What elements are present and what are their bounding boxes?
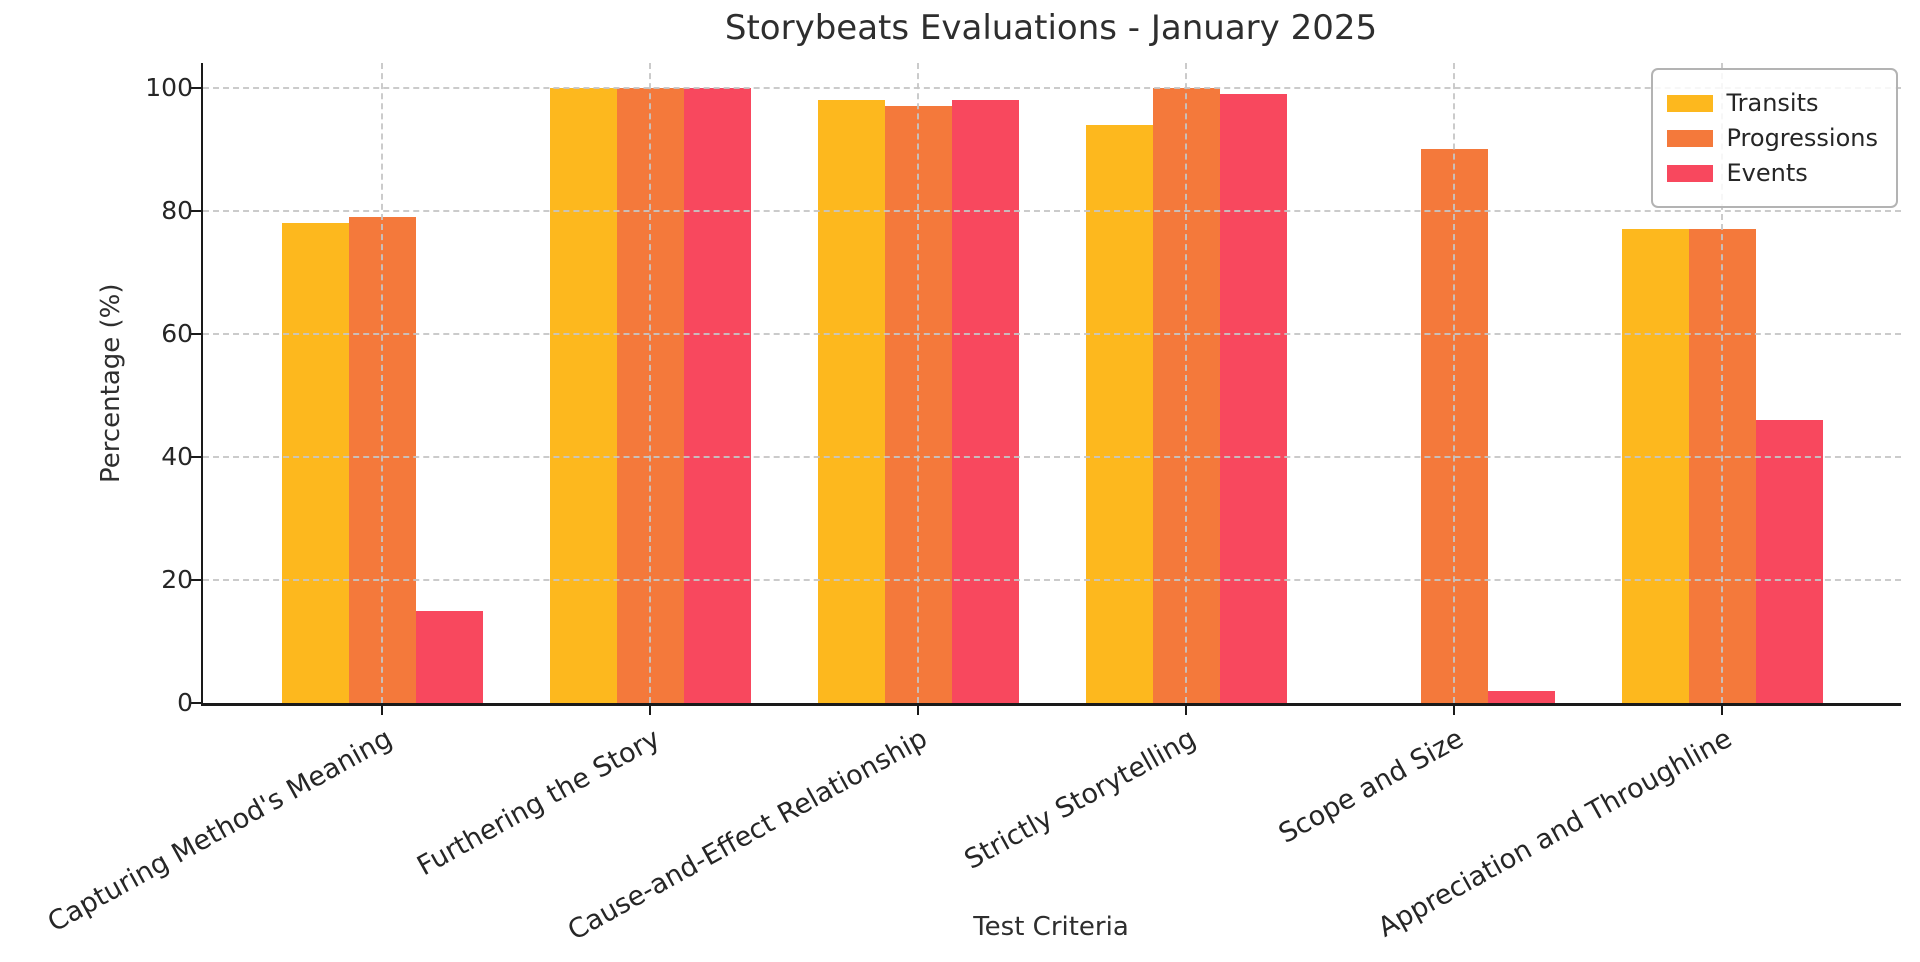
h-gridline-40 [203, 455, 1901, 458]
x-tick-mark-5 [1721, 706, 1723, 715]
h-gridline-60 [203, 332, 1901, 335]
legend-label-progressions: Progressions [1726, 124, 1879, 152]
h-gridline-100 [203, 86, 1901, 89]
x-tick-label-3: Strictly Storytelling [959, 723, 1202, 876]
bar-transits-1 [549, 87, 617, 703]
v-gridline-3 [1185, 63, 1187, 703]
legend-label-transits: Transits [1726, 89, 1819, 117]
x-tick-mark-1 [649, 706, 651, 715]
legend-swatch-events [1666, 164, 1713, 182]
x-tick-label-1: Furthering the Story [411, 723, 666, 883]
bar-events-0 [415, 610, 483, 703]
v-gridline-2 [917, 63, 919, 703]
x-tick-mark-3 [1185, 706, 1187, 715]
x-tick-label-5: Appreciation and Throughline [1372, 723, 1738, 944]
x-tick-mark-4 [1453, 706, 1455, 715]
x-axis-label: Test Criteria [973, 912, 1129, 942]
plot-area [201, 63, 1901, 706]
v-gridline-0 [381, 63, 383, 703]
bar-events-4 [1487, 690, 1555, 703]
legend: Transits Progressions Events [1650, 68, 1898, 208]
x-tick-mark-2 [917, 706, 919, 715]
legend-row-transits: Transits [1666, 89, 1879, 117]
v-gridline-1 [649, 63, 651, 703]
y-axis-label: Percentage (%) [96, 283, 126, 483]
legend-swatch-progressions [1666, 129, 1713, 147]
bar-events-1 [683, 87, 751, 703]
x-tick-label-0: Capturing Method's Meaning [42, 723, 398, 939]
x-tick-mark-0 [381, 706, 383, 715]
y-tick-mark-100 [191, 86, 201, 89]
legend-label-events: Events [1726, 159, 1808, 187]
bar-events-3 [1219, 93, 1287, 703]
v-gridline-5 [1721, 63, 1723, 703]
v-gridline-4 [1453, 63, 1455, 703]
legend-swatch-transits [1666, 94, 1713, 112]
bar-transits-3 [1085, 124, 1153, 703]
y-tick-mark-0 [191, 702, 201, 704]
y-tick-mark-80 [191, 209, 201, 212]
x-tick-label-4: Scope and Size [1274, 723, 1470, 850]
y-tick-mark-20 [191, 578, 201, 581]
h-gridline-80 [203, 209, 1901, 212]
legend-row-events: Events [1666, 159, 1879, 187]
legend-row-progressions: Progressions [1666, 124, 1879, 152]
y-tick-mark-40 [191, 455, 201, 458]
y-tick-mark-60 [191, 332, 201, 335]
bar-events-2 [951, 99, 1019, 703]
chart-title: Storybeats Evaluations - January 2025 [724, 8, 1378, 48]
bar-transits-0 [281, 223, 349, 703]
h-gridline-20 [203, 578, 1901, 581]
bar-transits-5 [1621, 229, 1689, 703]
bar-transits-2 [817, 99, 885, 703]
bar-events-5 [1755, 419, 1823, 703]
